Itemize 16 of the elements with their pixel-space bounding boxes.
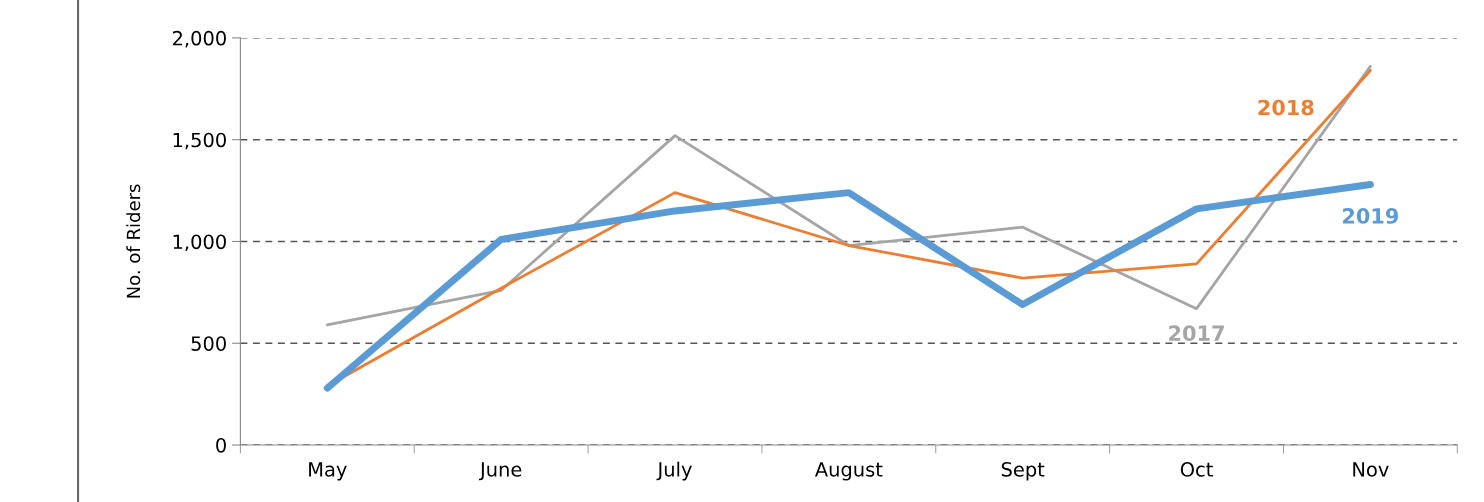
x-tick-label: July [656,461,692,481]
y-tick-label: 1,000 [173,234,226,252]
x-tick-label: Sept [1001,462,1045,481]
series-label: 2018 [1258,99,1314,116]
y-tick-label: 0 [216,437,226,453]
x-tick-label: Oct [1180,462,1213,477]
series-label: 2019 [1343,208,1399,224]
x-tick-label: August [814,462,883,481]
y-tick-label: 2,000 [172,30,226,48]
series-label: 2017 [1169,325,1224,342]
x-tick-label: Nov [1353,462,1389,477]
x-tick-label: May [309,462,347,481]
y-axis-title: No. of Riders [126,184,141,298]
y-tick-label: 500 [191,336,226,351]
y-tick-label: 1,500 [173,132,226,150]
x-tick-label: June [478,462,522,481]
